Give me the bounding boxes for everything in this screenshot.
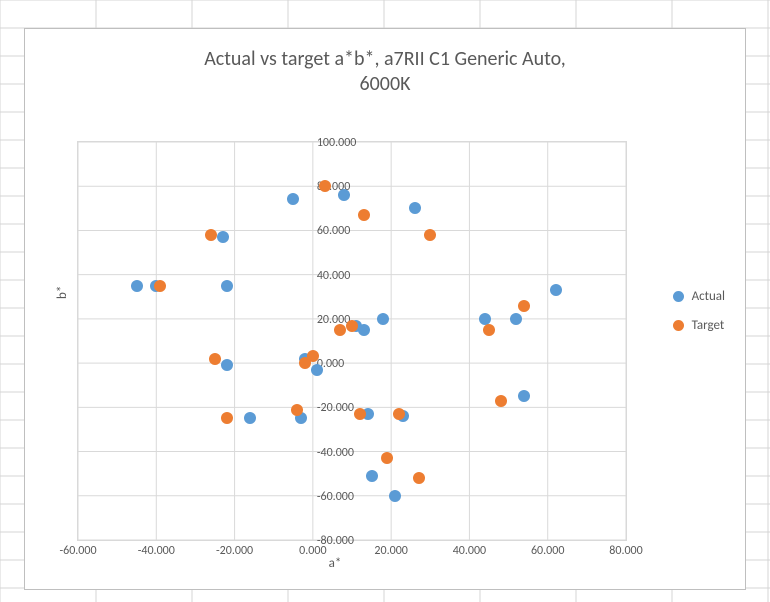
y-tick: 40.000 — [317, 269, 350, 283]
chart-container: Actual vs target a*b*, a7RII C1 Generic … — [24, 28, 746, 590]
data-point-target[interactable] — [205, 229, 217, 241]
data-point-actual[interactable] — [287, 193, 299, 205]
data-point-target[interactable] — [358, 209, 370, 221]
data-point-target[interactable] — [307, 350, 319, 362]
x-tick: 80.000 — [609, 544, 642, 558]
data-point-target[interactable] — [381, 452, 393, 464]
x-tick: -60.000 — [59, 544, 96, 558]
y-axis-label: b* — [55, 286, 70, 299]
data-point-target[interactable] — [483, 324, 495, 336]
legend-marker-target — [673, 320, 684, 331]
legend: Actual Target — [673, 289, 725, 347]
data-point-actual[interactable] — [221, 359, 233, 371]
chart-title-line2: 6000K — [360, 72, 411, 96]
data-point-target[interactable] — [291, 404, 303, 416]
legend-marker-actual — [673, 291, 684, 302]
data-point-actual[interactable] — [221, 280, 233, 292]
data-point-actual[interactable] — [217, 231, 229, 243]
chart-title: Actual vs target a*b*, a7RII C1 Generic … — [25, 47, 745, 97]
x-tick: 40.000 — [453, 544, 486, 558]
data-point-target[interactable] — [495, 395, 507, 407]
x-tick: -20.000 — [216, 544, 253, 558]
plot-area: -60.000-40.000-20.0000.00020.00040.00060… — [77, 141, 627, 541]
data-point-actual[interactable] — [377, 313, 389, 325]
data-point-target[interactable] — [221, 412, 233, 424]
data-point-actual[interactable] — [131, 280, 143, 292]
y-tick: 100.000 — [317, 136, 357, 150]
data-point-actual[interactable] — [550, 284, 562, 296]
data-point-target[interactable] — [346, 320, 358, 332]
data-point-actual[interactable] — [518, 390, 530, 402]
data-point-actual[interactable] — [338, 189, 350, 201]
y-tick: -80.000 — [317, 534, 354, 548]
y-tick: 60.000 — [317, 224, 350, 238]
y-tick: -20.000 — [317, 401, 354, 415]
data-point-target[interactable] — [334, 324, 346, 336]
chart-title-line1: Actual vs target a*b*, a7RII C1 Generic … — [204, 47, 566, 71]
data-point-actual[interactable] — [409, 202, 421, 214]
data-point-target[interactable] — [209, 353, 221, 365]
legend-label-actual: Actual — [692, 289, 725, 304]
x-axis-label: a* — [285, 556, 385, 571]
gridlines — [78, 142, 626, 540]
data-point-target[interactable] — [319, 180, 331, 192]
data-point-actual[interactable] — [311, 364, 323, 376]
legend-item-actual[interactable]: Actual — [673, 289, 725, 304]
x-tick: -40.000 — [138, 544, 175, 558]
x-tick: 60.000 — [531, 544, 564, 558]
y-tick: -60.000 — [317, 490, 354, 504]
data-point-target[interactable] — [424, 229, 436, 241]
data-point-actual[interactable] — [358, 324, 370, 336]
data-point-target[interactable] — [413, 472, 425, 484]
data-point-target[interactable] — [518, 300, 530, 312]
data-point-target[interactable] — [154, 280, 166, 292]
data-point-actual[interactable] — [389, 490, 401, 502]
y-tick: -40.000 — [317, 446, 354, 460]
data-point-actual[interactable] — [244, 412, 256, 424]
legend-item-target[interactable]: Target — [673, 318, 725, 333]
data-point-target[interactable] — [354, 408, 366, 420]
data-point-actual[interactable] — [366, 470, 378, 482]
legend-label-target: Target — [692, 318, 725, 333]
data-point-target[interactable] — [393, 408, 405, 420]
data-point-actual[interactable] — [510, 313, 522, 325]
